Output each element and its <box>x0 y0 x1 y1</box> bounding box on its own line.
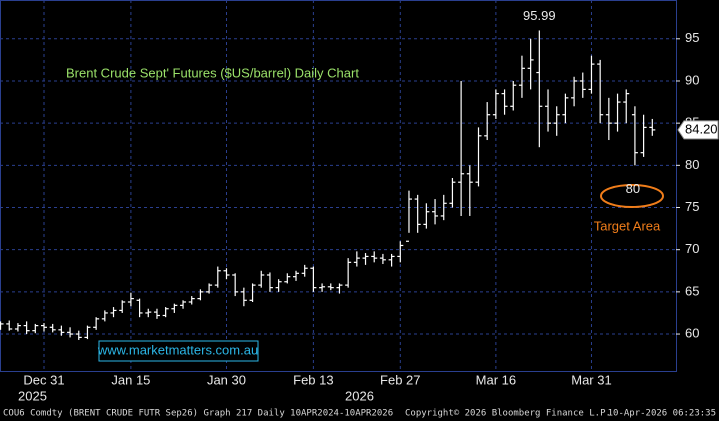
last-price-label: 84.20 <box>685 121 718 136</box>
y-tick-label: 70 <box>685 241 699 256</box>
x-tick-label: Jan 15 <box>111 372 150 387</box>
low-annotation: 80 <box>626 181 640 196</box>
plot-frame <box>0 0 677 372</box>
y-tick-label: 60 <box>685 325 699 340</box>
year-label: 2025 <box>18 388 47 403</box>
y-tick-label: 65 <box>685 283 699 298</box>
last-price-tag <box>677 120 719 140</box>
target-label: Target Area <box>594 218 661 233</box>
high-annotation: 95.99 <box>523 8 556 23</box>
chart-title: Brent Crude Sept' Futures ($US/barrel) D… <box>66 65 359 80</box>
x-tick-label: Feb 13 <box>293 372 333 387</box>
footer-copyright: Copyright© 2026 Bloomberg Finance L.P. <box>405 409 611 419</box>
x-tick-label: Jan 30 <box>207 372 246 387</box>
y-tick-label: 80 <box>685 157 699 172</box>
x-tick-label: Mar 16 <box>476 372 516 387</box>
watermark: www.marketmatters.com.au <box>97 342 258 357</box>
x-tick-label: Feb 27 <box>380 372 420 387</box>
footer-ticker: COU6 Comdty (BRENT CRUDE FUTR Sep26) Gra… <box>3 409 393 419</box>
year-label: 2026 <box>345 388 374 403</box>
footer-band <box>0 405 719 421</box>
y-tick-label: 75 <box>685 199 699 214</box>
y-tick-label: 95 <box>685 30 699 45</box>
footer-timestamp: 10-Apr-2026 06:23:35 <box>608 409 716 419</box>
y-tick-label: 90 <box>685 72 699 87</box>
watermark-box <box>98 340 259 362</box>
x-tick-label: Dec 31 <box>23 372 64 387</box>
target-ellipse <box>600 184 664 208</box>
x-tick-label: Mar 31 <box>571 372 611 387</box>
